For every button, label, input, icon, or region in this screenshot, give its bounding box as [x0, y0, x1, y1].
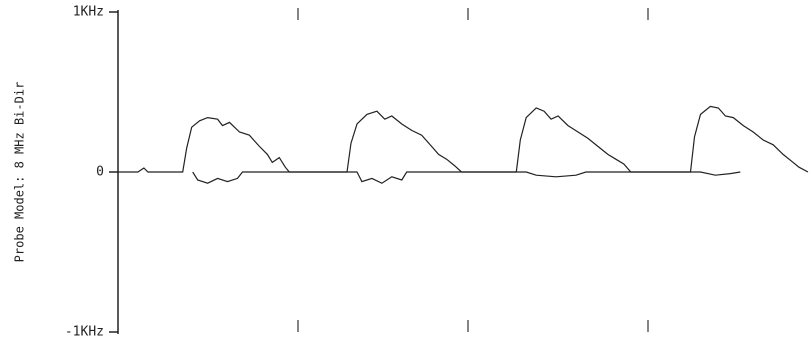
top-ticks — [297, 8, 649, 332]
y-axis-label: Probe Model: 8 MHz Bi-Dir — [13, 82, 27, 263]
waveform — [118, 105, 809, 173]
waveform — [192, 171, 741, 184]
y-tick-label: 1KHz — [73, 5, 104, 20]
y-tick-label: -1KHz — [65, 325, 104, 337]
y-tick-label: 0 — [96, 165, 104, 180]
